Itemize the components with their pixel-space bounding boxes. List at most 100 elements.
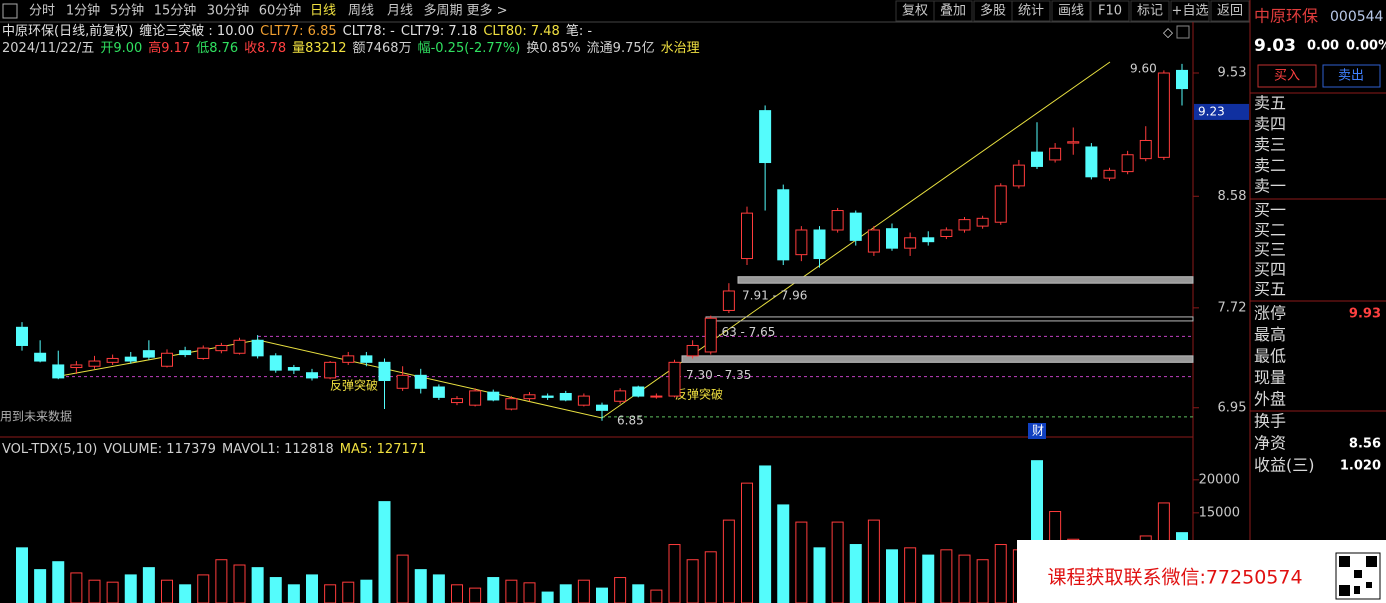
order-book-label: 买二 [1254,220,1286,239]
close-icon[interactable] [1176,25,1190,39]
toolbar-button[interactable]: +自选 [1172,4,1209,19]
toolbar-button[interactable]: 返回 [1217,4,1243,19]
volume-bar [451,584,463,603]
volume-bar [161,579,173,603]
stat-value: 9.93 [1349,307,1381,322]
toolbar-tab[interactable]: 30分钟 [207,3,250,19]
candle-body [1103,169,1116,179]
candle-body [940,229,953,237]
annotation: 财 [1032,424,1044,438]
annotation: 用到未来数据 [0,409,72,424]
annotation: 9.60 [1130,62,1157,76]
annotation: 反弹突破 [330,378,378,393]
candle-body [1012,164,1025,187]
toolbar-button-box[interactable] [1170,0,1210,22]
stat-label: 收益(三) [1254,456,1315,475]
candle-body [215,344,228,352]
quote-header-item: 高9.17 [148,40,190,56]
toolbar-tab[interactable]: 日线 [310,4,336,19]
toolbar-tab[interactable]: 分时 [29,4,55,19]
sell-button-box[interactable] [1322,64,1381,88]
candle-body [686,344,699,357]
candle-body [904,237,917,249]
candle-body [88,360,101,367]
candle-body [813,229,826,260]
candle-body [849,212,862,241]
buy-button-box[interactable] [1257,64,1317,88]
candle-body [487,391,500,401]
candle-body [577,395,590,406]
candle-body [124,356,137,362]
candle-body [650,395,663,398]
volume-bar [596,587,608,603]
order-book-label: 卖二 [1254,156,1286,175]
candle-body [795,229,808,256]
toolbar-tab[interactable]: 60分钟 [259,3,302,19]
candle-body [541,395,554,398]
candle-body [432,386,445,398]
volume-bar [70,572,83,603]
toolbar-tab[interactable]: 1分钟 [66,3,100,19]
diamond-icon: ◇ [1163,26,1173,41]
price-zone [681,355,1194,363]
change: 0.00 [1307,39,1339,54]
volume-bar [360,579,373,603]
menu-icon[interactable] [2,3,18,19]
volume-header-item: VOLUME: 117379 [103,442,216,457]
volume-bar [106,581,119,603]
toolbar-button[interactable]: 多股 [980,3,1006,19]
qr-code [1335,552,1381,600]
sell-button[interactable]: 卖出 [1338,69,1364,84]
quote-header-item: 流通9.75亿 [587,41,655,56]
volume-bar [233,564,246,603]
buy-button[interactable]: 买入 [1274,69,1300,84]
toolbar-button[interactable]: 标记 [1137,4,1163,19]
zone-label: 7.63 - 7.65 [710,325,775,339]
order-book-label: 卖三 [1254,135,1286,154]
candle-body [759,110,772,164]
candle-body [306,372,318,379]
toolbar-button[interactable]: 画线 [1058,4,1084,19]
toolbar-tab[interactable]: 5分钟 [110,3,144,19]
quote-header-item: 额7468万 [352,41,411,56]
candle-body [16,326,28,346]
toolbar-button[interactable]: F10 [1098,4,1122,19]
toolbar-tab[interactable]: 15分钟 [154,3,197,19]
volume-bar [124,574,137,603]
toolbar-button[interactable]: 复权 [902,3,928,19]
volume-bar [179,584,192,603]
volume-bar [614,577,627,603]
toolbar-tab[interactable]: 月线 [387,4,413,19]
candle-body [976,217,989,227]
volume-bar [342,581,355,603]
toolbar-tab[interactable]: 多周期 [423,3,462,19]
toolbar-tab[interactable]: 更多 > [466,3,507,19]
volume-bar [287,584,300,603]
volume-bar [469,587,482,603]
volume-bar [668,544,681,603]
toolbar-button-box[interactable] [933,0,973,22]
toolbar-button[interactable]: 叠加 [940,4,966,19]
quote-header-item: 幅-0.25(-2.77%) [418,41,521,56]
finance-marker-box [1028,423,1046,439]
volume-bar [88,579,101,603]
candle-body [197,347,210,359]
toolbar-button-box[interactable] [1130,0,1170,22]
toolbar-tab[interactable]: 周线 [348,4,374,19]
toolbar-button-box[interactable] [1011,0,1051,22]
toolbar-button-box[interactable] [1090,0,1130,22]
candle-body [1085,146,1098,178]
stock-code: 000544 [1330,9,1384,25]
candle-body [559,392,572,401]
annotation: 反弹突破 [675,387,723,402]
annotation: 6.85 [617,414,644,428]
candle-body [777,189,790,261]
toolbar-button[interactable]: 统计 [1018,4,1044,19]
candle-body [614,390,627,402]
toolbar-button-box[interactable] [1210,0,1250,22]
toolbar-button-box[interactable] [1051,0,1091,22]
volume-bar [52,561,65,603]
